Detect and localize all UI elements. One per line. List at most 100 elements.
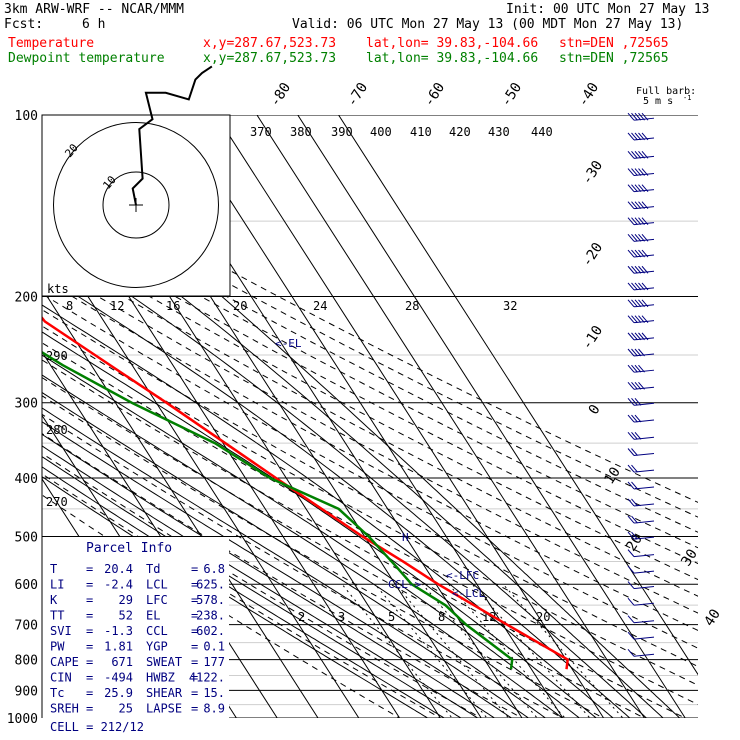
mixing-ratio-line — [502, 583, 624, 718]
parcel-eq: = — [191, 702, 198, 716]
wind-barb — [627, 597, 655, 606]
isotherm-line — [42, 224, 360, 718]
isotherm-line — [174, 115, 564, 718]
parcel-eq: = — [191, 593, 198, 607]
moist-adiabat — [42, 354, 581, 718]
dry-adiabat — [42, 191, 698, 533]
isotherm-line — [338, 115, 698, 676]
valid-time: Valid: 06 UTC Mon 27 May 13 (00 MDT Mon … — [292, 17, 684, 32]
wind-barb — [627, 265, 655, 274]
wetbulb-label: 32 — [503, 299, 517, 313]
dewpoint-latlon: lat,lon= 39.83,-104.66 — [366, 51, 539, 66]
theta-e-label: 420 — [449, 125, 471, 139]
barb-legend-title: Full barb: — [636, 86, 696, 97]
wind-barb — [627, 348, 655, 357]
wetbulb-label: 20 — [233, 299, 247, 313]
parcel-info-title: Parcel Info — [86, 541, 172, 556]
wind-barb — [627, 515, 655, 524]
parcel-value: 20.4 — [104, 562, 133, 576]
mixing-ratio-line — [448, 583, 566, 718]
parcel-value: 671 — [111, 655, 133, 669]
mixing-ratio-line — [374, 583, 488, 718]
wind-barb — [627, 332, 655, 341]
parcel-value: -2.4 — [104, 578, 133, 592]
wind-barb — [627, 431, 655, 440]
parcel-eq: = — [86, 686, 93, 700]
parcel-cell: CELL = 212/12 — [50, 720, 144, 734]
dry-adiabat — [42, 277, 698, 632]
annotation-h: H — [402, 531, 409, 544]
annotation-lfc: <-LFC — [446, 569, 479, 582]
isotherm-line — [297, 115, 686, 718]
isotherm-label: -80 — [267, 80, 294, 110]
isotherm-label: -60 — [421, 80, 448, 110]
moist-adiabat — [42, 148, 681, 718]
parcel-eq: = — [86, 562, 93, 576]
annotation-lcl: <-LCL — [452, 587, 485, 600]
wind-barb — [627, 581, 655, 590]
isotherm-label: -40 — [575, 80, 602, 110]
pressure-tick-label: 100 — [15, 109, 38, 124]
dewpoint-profile — [42, 350, 514, 670]
parcel-eq: = — [191, 686, 198, 700]
barb-legend-exp: -1 — [683, 94, 691, 102]
parcel-eq: = — [86, 609, 93, 623]
theta-e-label: 370 — [250, 125, 272, 139]
mixing-ratio-label: 8 — [438, 610, 445, 624]
isotherm-label: 0 — [586, 402, 604, 418]
dewpoint-xy: x,y=287.67,523.73 — [203, 51, 337, 66]
parcel-key: K — [50, 593, 58, 607]
moist-adiabat — [42, 466, 446, 718]
parcel-key: LAPSE — [146, 702, 182, 716]
parcel-key: T — [50, 562, 57, 576]
parcel-value: 15. — [203, 686, 225, 700]
mixing-ratio-line — [422, 583, 538, 718]
moist-adiabat — [42, 456, 462, 718]
moist-adiabat — [42, 374, 564, 718]
mixing-ratio-line — [471, 583, 591, 718]
moist-adiabat — [42, 235, 648, 718]
parcel-value: 4122. — [189, 671, 225, 685]
model-title: 3km ARW-WRF -- NCAR/MMM — [4, 2, 185, 17]
parcel-key: LCL — [146, 578, 168, 592]
wetbulb-label: 28 — [405, 299, 419, 313]
mixing-ratio-label: 20 — [536, 610, 550, 624]
dry-adiabat — [42, 293, 698, 649]
dry-adiabat — [42, 164, 698, 503]
parcel-key: EL — [146, 609, 160, 623]
dry-adiabat — [42, 309, 698, 668]
theta-e-label: 390 — [331, 125, 353, 139]
theta-e-label: 410 — [410, 125, 432, 139]
moist-adiabat — [42, 391, 547, 718]
isotherm-label: -70 — [344, 80, 371, 110]
mixing-ratio-line — [395, 583, 510, 718]
wind-barb — [627, 249, 655, 258]
forecast-label: Fcst: — [4, 17, 44, 32]
wind-barb — [627, 168, 655, 177]
theta-e-label: 440 — [531, 125, 553, 139]
parcel-key: CAPE — [50, 655, 79, 669]
parcel-eq: = — [191, 655, 198, 669]
temperature-profile — [42, 315, 569, 670]
wind-barb — [627, 151, 655, 159]
parcel-value: 52 — [119, 609, 133, 623]
theta-e-label: 380 — [290, 125, 312, 139]
moist-adiabat — [42, 331, 597, 718]
wind-barb — [627, 364, 655, 373]
parcel-info-box — [42, 537, 229, 718]
wind-barb — [627, 381, 655, 390]
parcel-key: Td — [146, 562, 160, 576]
pressure-tick-label: 800 — [15, 654, 38, 669]
parcel-eq: = — [191, 562, 198, 576]
parcel-value: 578. — [196, 593, 225, 607]
parcel-key: PW — [50, 640, 65, 654]
moist-adiabat — [42, 421, 513, 718]
isotherm-label: -10 — [579, 323, 606, 353]
pressure-tick-label: 1000 — [7, 712, 38, 727]
wind-barb — [627, 498, 655, 507]
dry-adiabat — [42, 247, 698, 597]
parcel-value: 238. — [196, 609, 225, 623]
isotherm-label: 10 — [601, 464, 624, 487]
wetbulb-label: 12 — [110, 299, 124, 313]
annotation-el: <-EL — [275, 337, 302, 350]
